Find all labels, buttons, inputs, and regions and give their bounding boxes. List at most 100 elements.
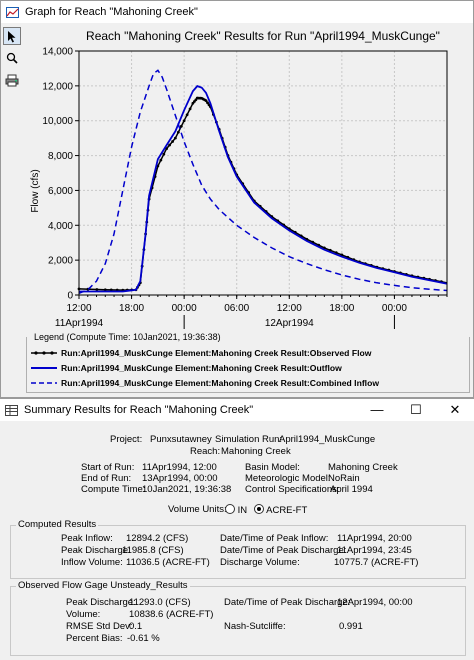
volume-units-label: Volume Units:	[168, 504, 227, 515]
observed-flow-marker	[95, 288, 99, 291]
chart-app-icon	[6, 6, 19, 18]
peak-inflow-label: Peak Inflow:	[61, 533, 113, 544]
print-icon	[5, 74, 19, 86]
peak-inflow-time-label: Date/Time of Peak Inflow:	[220, 533, 329, 544]
observed-flow-marker	[103, 288, 107, 292]
y-tick-label: 2,000	[48, 256, 73, 267]
peak-discharge-time-label: Date/Time of Peak Discharge:	[220, 545, 347, 556]
x-date-label: 11Apr1994	[55, 318, 104, 329]
basin-model-label: Basin Model:	[245, 462, 300, 473]
reach-value: Mahoning Creek	[221, 446, 291, 457]
print-tool[interactable]	[3, 71, 21, 89]
rmse-value: 0.1	[129, 621, 143, 632]
maximize-button[interactable]: ☐	[410, 402, 422, 417]
zoom-icon	[6, 52, 18, 64]
nash-sutcliffe-value: 0.991	[339, 621, 363, 632]
graph-titlebar[interactable]: Graph for Reach "Mahoning Creek"	[1, 1, 473, 23]
rmse-label: RMSE Std Dev:	[66, 621, 133, 632]
observed-flow-marker	[109, 288, 113, 292]
unit-acre-ft-radio-circle[interactable]	[254, 504, 264, 514]
legend-label-outflow: Run:April1994_MuskCunge Element:Mahoning…	[61, 363, 342, 373]
compute-time-value: 10Jan2021, 19:36:38	[142, 484, 232, 495]
observed-flow-marker	[173, 136, 177, 140]
computed-results-caption: Computed Results	[16, 519, 99, 530]
x-tick-label: 00:00	[382, 303, 407, 314]
legend-swatch-observed	[31, 351, 57, 355]
inflow-volume-label: Inflow Volume:	[61, 557, 123, 568]
start-of-run-value: 11Apr1994, 12:00	[142, 462, 217, 473]
observed-flow-line[interactable]	[78, 97, 448, 291]
unit-acre-ft-label: ACRE-FT	[266, 505, 308, 516]
simulation-run-label: Simulation Run:	[215, 434, 283, 445]
computed-results-group	[10, 525, 466, 579]
inflow-volume-value: 11036.5 (ACRE-FT)	[126, 557, 210, 568]
x-tick-label: 18:00	[119, 303, 144, 314]
flow-chart: Reach "Mahoning Creek" Results for Run "…	[30, 29, 448, 329]
observed-flow-marker	[182, 119, 186, 123]
summary-window: Summary Results for Reach "Mahoning Cree…	[0, 398, 474, 659]
end-of-run-label: End of Run:	[81, 473, 132, 484]
observed-peak-time-label: Date/Time of Peak Discharge:	[224, 597, 351, 608]
legend-label-combined-inflow: Run:April1994_MuskCunge Element:Mahoning…	[61, 378, 380, 388]
y-tick-label: 6,000	[48, 186, 73, 197]
project-label: Project:	[110, 434, 143, 445]
graph-window-title: Graph for Reach "Mahoning Creek"	[25, 6, 198, 18]
observed-flow-marker	[159, 158, 163, 162]
observed-peak-discharge-label: Peak Discharge:	[66, 597, 136, 608]
observed-flow-marker	[204, 99, 208, 103]
minimize-button[interactable]: —	[370, 402, 384, 417]
combined-inflow-line[interactable]	[78, 69, 448, 294]
peak-inflow-value: 12894.2 (CFS)	[126, 533, 189, 544]
control-spec-label: Control Specifications:	[245, 484, 340, 495]
x-tick-label: 18:00	[329, 303, 354, 314]
percent-bias-label: Percent Bias:	[66, 633, 123, 644]
observed-volume-value: 10838.6 (ACRE-FT)	[129, 609, 214, 620]
legend-item-observed: Run:April1994_MuskCunge Element:Mahoning…	[31, 348, 371, 358]
x-tick-label: 00:00	[172, 303, 197, 314]
unit-in-radio-circle[interactable]	[225, 504, 235, 514]
discharge-volume-value: 10775.7 (ACRE-FT)	[334, 557, 419, 568]
unit-in-radio[interactable]: IN	[225, 504, 247, 516]
control-spec-value: April 1994	[330, 484, 373, 495]
observed-flow-marker	[179, 124, 183, 128]
plot-area[interactable]	[78, 50, 448, 296]
observed-peak-discharge-value: 11293.0 (CFS)	[129, 597, 191, 608]
legend-swatch-combined-inflow	[31, 382, 57, 384]
legend-panel	[26, 337, 470, 393]
y-tick-label: 12,000	[42, 81, 73, 92]
table-app-icon	[5, 404, 18, 416]
observed-flow-marker	[162, 152, 166, 156]
observed-flow-marker	[188, 107, 192, 111]
legend-swatch-outflow	[31, 367, 57, 369]
meteorologic-model-label: Meteorologic Model:	[245, 473, 331, 484]
y-tick-label: 0	[67, 291, 73, 302]
observed-flow-marker	[171, 140, 174, 143]
legend-item-combined-inflow: Run:April1994_MuskCunge Element:Mahoning…	[31, 378, 379, 388]
observed-flow-marker	[206, 101, 209, 105]
y-axis-label: Flow (cfs)	[30, 169, 41, 212]
meteorologic-model-value: NoRain	[328, 473, 360, 484]
zoom-tool[interactable]	[3, 49, 21, 67]
pointer-icon	[8, 30, 16, 42]
x-tick-label: 06:00	[224, 303, 249, 314]
close-button[interactable]: ✕	[449, 402, 461, 417]
x-date-label: 12Apr1994	[265, 318, 314, 329]
legend-item-outflow: Run:April1994_MuskCunge Element:Mahoning…	[31, 363, 342, 373]
graph-window: Graph for Reach "Mahoning Creek" Reach "…	[0, 0, 474, 398]
summary-body: Project: Punxsutawney Simulation Run: Ap…	[0, 421, 474, 660]
pointer-tool[interactable]	[3, 27, 21, 45]
unit-acre-ft-radio[interactable]: ACRE-FT	[254, 504, 307, 516]
discharge-volume-label: Discharge Volume:	[220, 557, 300, 568]
basin-model-value: Mahoning Creek	[328, 462, 398, 473]
observed-volume-label: Volume:	[66, 609, 101, 620]
compute-time-label: Compute Time:	[81, 484, 146, 495]
simulation-run-value: April1994_MuskCunge	[279, 434, 376, 445]
outflow-line[interactable]	[79, 85, 448, 293]
y-tick-label: 14,000	[42, 47, 73, 58]
peak-inflow-time-value: 11Apr1994, 20:00	[337, 533, 412, 544]
summary-titlebar[interactable]: Summary Results for Reach "Mahoning Cree…	[0, 399, 474, 421]
nash-sutcliffe-label: Nash-Sutcliffe:	[224, 621, 286, 632]
observed-peak-time-value: 12Apr1994, 00:00	[337, 597, 413, 608]
percent-bias-value: -0.61 %	[127, 633, 160, 644]
peak-discharge-time-value: 11Apr1994, 23:45	[337, 545, 412, 556]
